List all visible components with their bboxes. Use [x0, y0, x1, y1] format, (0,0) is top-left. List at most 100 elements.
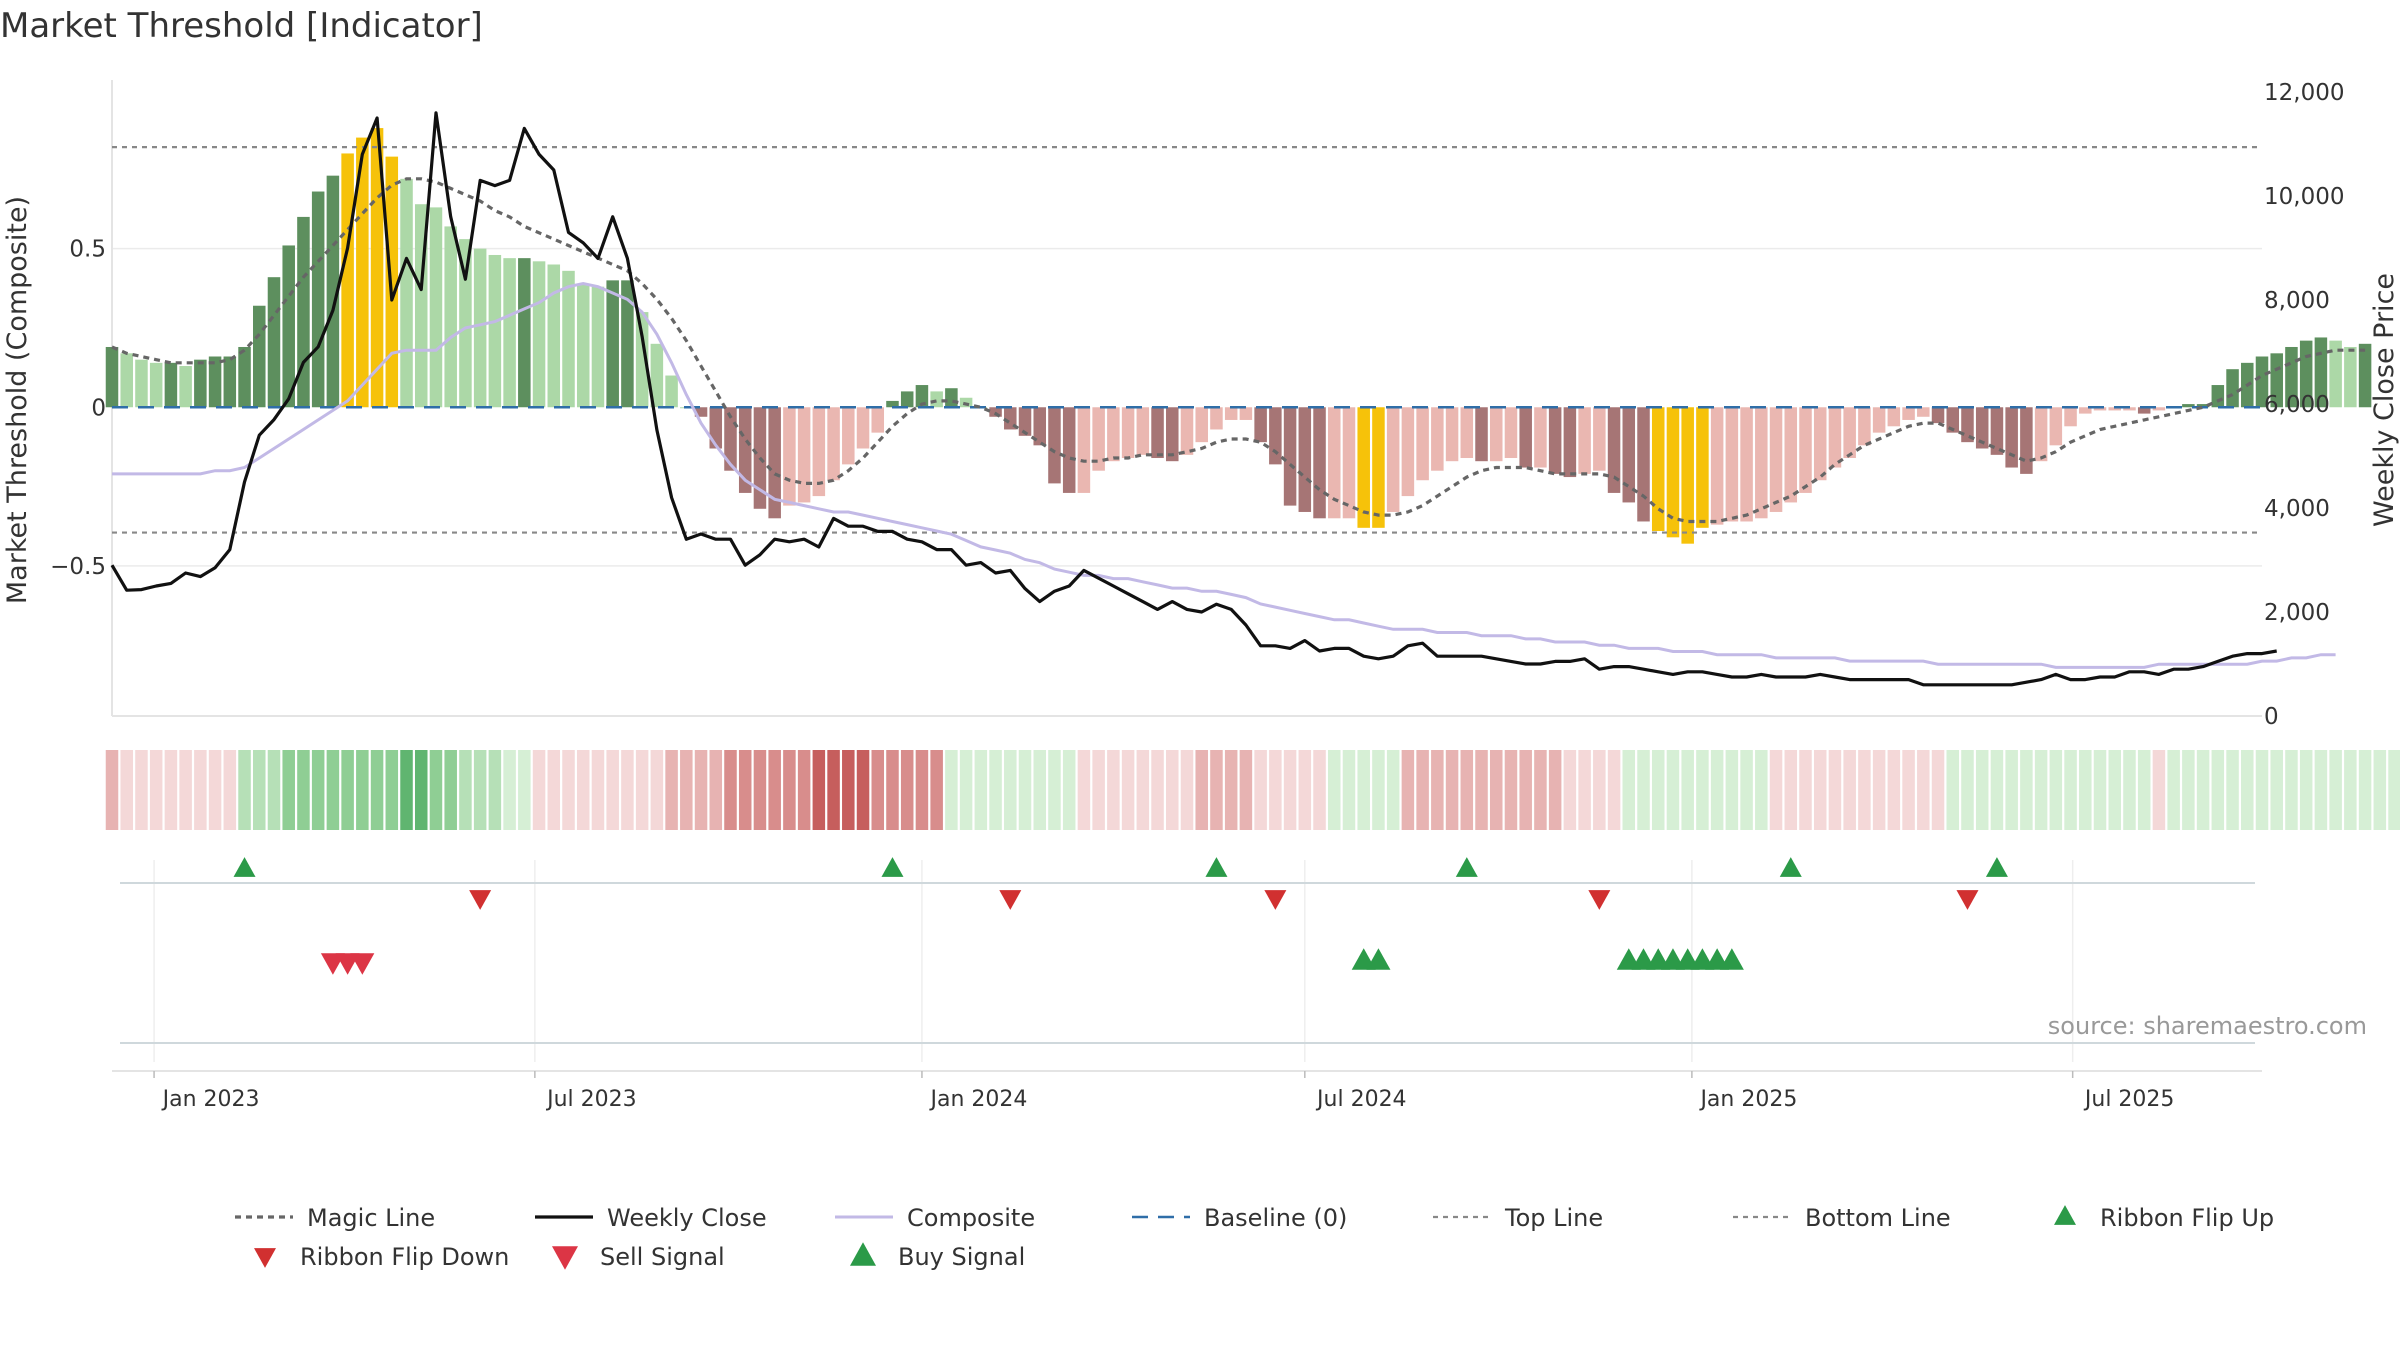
composite-bar [1931, 407, 1945, 424]
composite-bar [267, 277, 281, 408]
legend-magic-label: Magic Line [307, 1204, 435, 1232]
composite-bar [562, 270, 575, 408]
ribbon-cell [1946, 750, 1960, 830]
ribbon-cell [1740, 750, 1753, 830]
composite-bar [1917, 407, 1930, 417]
ribbon-cell [1578, 750, 1591, 830]
composite-bar [591, 286, 605, 408]
ribbon-cell [1593, 750, 1606, 830]
ribbon-cell [488, 750, 502, 830]
composite-bar [2211, 385, 2225, 408]
ribbon-cell [341, 750, 354, 830]
ribbon-cell [1107, 750, 1120, 830]
ribbon-cell [1563, 750, 1577, 830]
ribbon-cell [1401, 750, 1415, 830]
left-tick-label: −0.5 [50, 554, 106, 580]
composite-bar [635, 312, 649, 408]
ribbon-cell [2255, 750, 2269, 830]
legend-buy-label: Buy Signal [898, 1243, 1025, 1271]
ribbon-cell [680, 750, 693, 830]
ribbon-flip-up-marker [1779, 857, 1802, 877]
ribbon-cell [842, 750, 855, 830]
ribbon-cell [370, 750, 384, 830]
composite-bar [2196, 404, 2210, 408]
ribbon-cell [1828, 750, 1842, 830]
ribbon-cell [1062, 750, 1076, 830]
right-tick-label: 6,000 [2264, 392, 2330, 418]
ribbon-cell [1475, 750, 1488, 830]
composite-bar [1062, 407, 1076, 493]
ribbon-cell [238, 750, 251, 830]
ribbon-cell [444, 750, 457, 830]
right-tick-label: 2,000 [2264, 600, 2330, 626]
composite-bar [1328, 407, 1341, 519]
ribbon-cell [1092, 750, 1105, 830]
composite-bar [1578, 407, 1591, 474]
composite-bar [1092, 407, 1105, 471]
composite-bar [238, 346, 251, 408]
composite-bar [149, 362, 163, 408]
composite-bar [1283, 407, 1297, 506]
composite-bar [945, 388, 958, 408]
composite-bar [1166, 407, 1179, 462]
ribbon-flip-down-marker [1588, 890, 1611, 910]
composite-bar [444, 226, 457, 408]
composite-bar [135, 359, 148, 408]
ribbon-cell [1372, 750, 1385, 830]
ribbon-cell [2093, 750, 2107, 830]
composite-bar [105, 346, 119, 408]
composite-bar [871, 407, 885, 433]
composite-bar [1813, 407, 1827, 481]
composite-bar [1121, 407, 1135, 459]
ribbon-cell [2137, 750, 2151, 830]
legend-close-label: Weekly Close [607, 1204, 767, 1232]
ribbon-cell [1858, 750, 1871, 830]
composite-bar [1136, 407, 1150, 455]
ribbon-cell [1519, 750, 1532, 830]
composite-bar [1622, 407, 1636, 503]
composite-bar [1858, 407, 1871, 446]
composite-bar [1725, 407, 1739, 522]
composite-bar [1755, 407, 1768, 519]
ribbon-cell [856, 750, 870, 830]
ribbon-cell [120, 750, 133, 830]
ribbon-cell [606, 750, 619, 830]
composite-bar [1681, 407, 1694, 544]
ribbon-cell [1254, 750, 1267, 830]
ribbon-cell [900, 750, 914, 830]
ribbon-cell [1386, 750, 1400, 830]
composite-bar [1107, 407, 1120, 462]
ribbon-cell [385, 750, 399, 830]
ribbon-cell [2270, 750, 2283, 830]
ribbon-cell [768, 750, 781, 830]
composite-bar [223, 356, 237, 408]
composite-bar [1902, 407, 1915, 420]
composite-bar [1872, 407, 1886, 433]
composite-bar [1460, 407, 1474, 459]
composite-bar [1828, 407, 1842, 468]
composite-bar [2329, 340, 2342, 408]
composite-bar [606, 280, 619, 408]
composite-bar [1313, 407, 1326, 519]
ribbon-flip-down-marker [1956, 890, 1979, 910]
ribbon-cell [724, 750, 737, 830]
ribbon-cell [915, 750, 929, 830]
ribbon-cell [1224, 750, 1238, 830]
ribbon-cell [1313, 750, 1326, 830]
composite-bar [2079, 407, 2092, 414]
composite-bar [2152, 407, 2166, 411]
x-tick-label: Jan 2025 [1698, 1087, 1797, 1112]
composite-bar [1004, 407, 1017, 430]
composite-bar [297, 216, 310, 408]
composite-bar [768, 407, 781, 519]
composite-bar [208, 356, 222, 408]
ribbon-cell [1166, 750, 1179, 830]
ribbon-cell [1445, 750, 1459, 830]
ribbon-cell [1328, 750, 1341, 830]
composite-bar [1342, 407, 1356, 519]
ribbon-cell [2034, 750, 2048, 830]
composite-bar [532, 261, 546, 408]
composite-bar [650, 343, 664, 408]
composite-bar [1489, 407, 1503, 462]
composite-bar [473, 248, 487, 408]
